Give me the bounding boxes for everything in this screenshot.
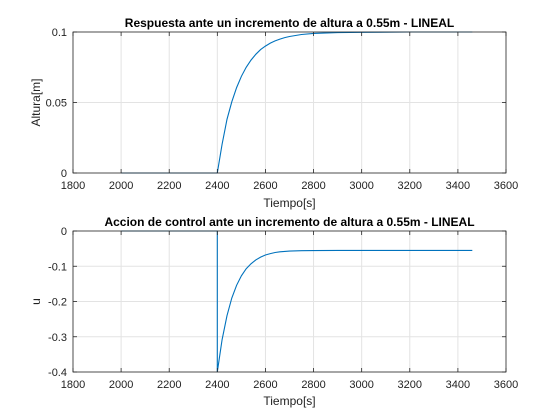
y-axis-label: Altura[m] — [29, 78, 43, 126]
x-tick-label: 3400 — [446, 379, 470, 391]
x-tick-label: 2600 — [253, 379, 277, 391]
x-tick-label: 2400 — [205, 379, 229, 391]
chart-title: Accion de control ante un incremento de … — [104, 215, 474, 229]
x-tick-label: 3200 — [398, 180, 422, 192]
x-axis-label: Tiempo[s] — [263, 196, 315, 210]
x-axis-label: Tiempo[s] — [263, 394, 315, 408]
chart-title: Respuesta ante un incremento de altura a… — [125, 16, 454, 30]
x-tick-label: 2400 — [205, 180, 229, 192]
y-tick-label: -0.2 — [48, 297, 67, 309]
x-tick-label: 2800 — [301, 180, 325, 192]
x-tick-label: 2200 — [157, 379, 181, 391]
x-tick-label: 3400 — [446, 180, 470, 192]
x-tick-label: 3200 — [398, 379, 422, 391]
x-tick-label: 2600 — [253, 180, 277, 192]
x-tick-label: 2200 — [157, 180, 181, 192]
y-tick-label: 0 — [61, 226, 67, 238]
x-tick-label: 2000 — [109, 379, 133, 391]
y-axis-label: u — [29, 298, 43, 305]
y-tick-label: -0.4 — [48, 367, 67, 379]
y-tick-label: 0.05 — [46, 98, 67, 110]
x-tick-label: 3600 — [494, 180, 518, 192]
series-line-1 — [121, 230, 473, 373]
x-tick-label: 2800 — [301, 379, 325, 391]
x-tick-label: 3000 — [349, 379, 373, 391]
x-tick-label: 1800 — [61, 180, 85, 192]
chart-2: 1800 2000 2200 2400 2600 2800 3000 3200 3400 3600… — [29, 215, 518, 408]
x-tick-label: 2000 — [109, 180, 133, 192]
y-tick-label: -0.1 — [48, 261, 67, 273]
y-tick-label: -0.3 — [48, 332, 67, 344]
chart-1: 1800 2000 2200 2400 2600 2800 3000 3200 3400 3600… — [29, 16, 518, 210]
x-tick-label: 1800 — [61, 379, 85, 391]
x-tick-label: 3000 — [349, 180, 373, 192]
x-tick-label: 3600 — [494, 379, 518, 391]
y-tick-label: 0 — [61, 168, 67, 180]
y-tick-label: 0.1 — [52, 27, 67, 39]
series-line-1 — [121, 31, 473, 174]
